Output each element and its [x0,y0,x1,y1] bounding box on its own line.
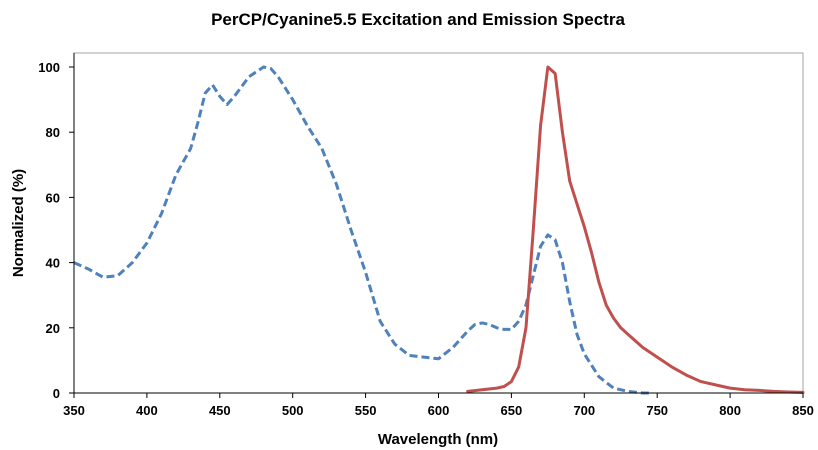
y-axis-ticks: 0 20 40 60 80 100 [38,60,74,401]
x-tick-label: 700 [573,403,595,418]
x-tick-label: 550 [355,403,377,418]
x-tick-label: 800 [719,403,741,418]
y-tick-label: 0 [53,386,60,401]
y-tick-label: 60 [46,190,60,205]
x-tick-label: 850 [792,403,814,418]
emission-series-line [466,65,805,394]
series-layer [73,65,805,395]
excitation-series-line [73,65,650,395]
x-tick-label: 650 [501,403,523,418]
x-tick-label: 450 [209,403,231,418]
plot-area-border [73,52,804,394]
y-axis-label: Normalized (%) [10,169,27,277]
x-tick-label: 600 [428,403,450,418]
y-tick-label: 80 [46,125,60,140]
x-tick-label: 400 [136,403,158,418]
y-tick-label: 100 [38,60,60,75]
chart-title: PerCP/Cyanine5.5 Excitation and Emission… [211,10,625,29]
y-tick-label: 40 [46,256,60,271]
x-tick-label: 750 [646,403,668,418]
x-axis-label: Wavelength (nm) [378,431,498,448]
x-axis-ticks: 350 400 450 500 550 600 650 700 750 800 850 [63,393,814,418]
x-tick-label: 500 [282,403,304,418]
y-tick-label: 20 [46,321,60,336]
x-tick-label: 350 [63,403,85,418]
